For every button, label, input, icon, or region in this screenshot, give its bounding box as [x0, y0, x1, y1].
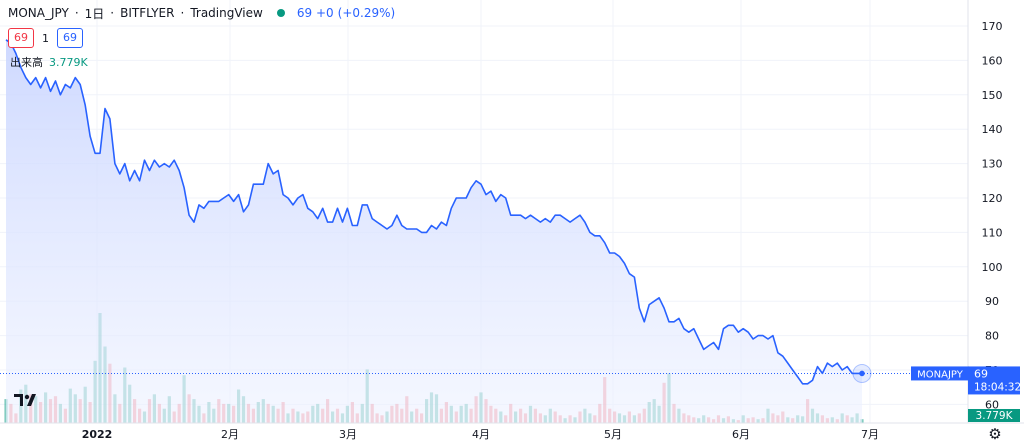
price-tick-label: 140	[982, 123, 1003, 136]
time-tick-label: 7月	[861, 428, 879, 441]
sell-button[interactable]: 69	[8, 28, 34, 48]
price-tick-label: 170	[982, 20, 1003, 33]
volume-label: 出来高	[10, 56, 43, 69]
price-change: 69 +0 (+0.29%)	[297, 6, 395, 20]
price-tag-value: 69	[974, 367, 988, 380]
price-line	[5, 39, 862, 385]
change-abs: +0	[315, 6, 334, 20]
chart-header: MONA_JPY · 1日 · BITFLYER · TradingView 6…	[8, 3, 395, 23]
price-tick-label: 120	[982, 192, 1003, 205]
price-tag	[968, 366, 1020, 395]
price-tick-label: 100	[982, 261, 1003, 274]
time-tick-label: 2022	[82, 428, 113, 441]
spread-value: 1	[42, 31, 49, 45]
change-pct: (+0.29%)	[337, 6, 396, 20]
symbol-tag	[911, 366, 969, 381]
price-tick-label: 110	[982, 226, 1003, 239]
header-separator: ·	[110, 6, 115, 20]
interval[interactable]: 1日	[84, 6, 105, 21]
exchange-name: BITFLYER	[120, 6, 175, 20]
data-source: TradingView	[190, 6, 263, 20]
header-separator: ·	[74, 6, 79, 20]
last-price: 69	[296, 6, 313, 20]
countdown-label: 18:04:32	[974, 381, 1021, 393]
price-tick-label: 130	[982, 158, 1003, 171]
volume-tag-label: 3.779K	[976, 410, 1014, 422]
price-tick-label: 150	[982, 89, 1003, 102]
volume-value: 3.779K	[49, 56, 88, 69]
price-tick-label: 60	[985, 398, 999, 411]
price-axis[interactable]: 60708090100110120130140150160170	[967, 0, 1003, 423]
header-separator: ·	[180, 6, 185, 20]
time-axis[interactable]: 2022 2月 3月 4月 5月 6月 7月	[0, 422, 1024, 441]
price-tick-label: 160	[982, 54, 1003, 67]
price-tick-label: 90	[985, 295, 999, 308]
price-tick-label: 80	[985, 330, 999, 343]
time-tick-label: 4月	[472, 428, 490, 441]
settings-gear-icon[interactable]: ⚙	[988, 425, 1002, 443]
buy-button[interactable]: 69	[57, 28, 83, 48]
trade-buttons: 69 1 69	[8, 28, 83, 48]
volume-tag	[968, 409, 1020, 422]
last-price-marker	[859, 370, 865, 377]
market-status-icon[interactable]	[276, 9, 285, 17]
time-tick-label: 2月	[221, 428, 239, 441]
symbol-name[interactable]: MONA_JPY	[8, 6, 69, 20]
symbol-tag-label: MONAJPY	[917, 369, 964, 380]
volume-legend[interactable]: 出来高 3.779K	[10, 54, 88, 70]
time-tick-label: 5月	[604, 428, 622, 441]
time-tick-label: 3月	[339, 428, 357, 441]
tradingview-logo-icon[interactable]	[14, 392, 40, 408]
time-tick-label: 6月	[732, 428, 750, 441]
price-area-fill	[6, 39, 862, 424]
